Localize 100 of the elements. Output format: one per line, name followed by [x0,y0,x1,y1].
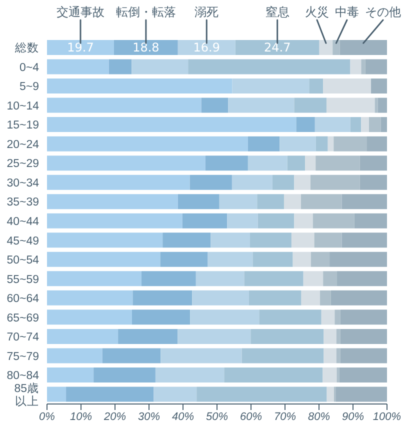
bar [47,232,163,248]
bar [47,78,232,94]
bar [350,117,362,132]
bar [182,213,228,228]
bar [319,40,333,55]
bar [301,290,320,306]
bar [309,78,324,94]
bar [259,310,322,325]
bar [336,348,340,364]
bar [337,271,387,286]
y-tick-label: 30~34 [6,177,40,190]
bar [284,194,301,210]
y-tick-label: 55~59 [6,274,39,286]
x-tick-label: 0% [39,410,56,423]
bar [94,367,156,382]
bar [178,328,251,344]
bar [250,328,324,344]
bar [380,117,387,132]
bar [250,232,292,248]
data-label: 18.8 [132,40,160,54]
bar [47,40,114,55]
bar [242,348,324,364]
x-tick-label: 70% [274,410,296,423]
bar [47,271,142,286]
series-label: 交通事故 [56,5,104,19]
x-tick-label: 40% [172,410,194,423]
bar [291,232,314,248]
bar [192,290,249,306]
bar [235,40,320,55]
bar [294,98,326,113]
bar [132,310,190,325]
bar [47,174,190,190]
bar [47,348,102,364]
bar [232,174,272,190]
bar [118,328,178,344]
y-tick-label: 20~24 [6,138,40,151]
bar [47,310,132,325]
y-tick-label: 70~74 [6,332,40,344]
bar [224,367,323,382]
x-tick-label: 90% [342,410,364,423]
bar [342,232,387,248]
bar [324,348,336,364]
y-tick-label: 80~84 [6,370,40,382]
bar [336,367,340,382]
bar [368,117,381,132]
bar [201,98,228,113]
bar [360,174,387,190]
bar [196,271,244,286]
y-tick-label: 35~39 [6,196,39,209]
y-tick-label: 45~49 [6,235,39,248]
bar [324,328,336,344]
bar [272,174,294,190]
bar [252,252,293,267]
bar [321,310,335,325]
y-tick-label: 5~9 [19,81,39,94]
bar [257,194,284,210]
bar [323,271,338,286]
bar [219,194,258,210]
bar [305,156,316,171]
bar [160,252,208,267]
bar [132,290,192,306]
y-tick-label: 10~14 [6,100,40,112]
bar [47,59,109,74]
bar [142,271,196,286]
bar [361,59,366,74]
bar [155,367,224,382]
bar [330,252,387,267]
y-tick-label: 50~54 [6,254,40,267]
bar [322,367,337,382]
bar [366,136,387,152]
x-tick-label: 100% [372,410,402,423]
bar [340,40,387,55]
bar [47,328,118,344]
bar [316,156,360,171]
bar [326,98,375,113]
bar [300,194,342,210]
bar [248,156,288,171]
y-tick-label: 65~69 [6,312,39,324]
bar [310,174,360,190]
bar [323,78,372,94]
bar [340,348,387,364]
bar [47,213,182,228]
y-tick-label: 40~44 [6,216,40,228]
bar [47,290,133,306]
bar [47,156,206,171]
data-label: 16.9 [193,40,220,54]
series-label: 火災 [305,5,329,19]
bar [248,290,302,306]
bar [336,328,340,344]
bar [248,136,280,152]
bar [314,232,342,248]
bar [190,310,260,325]
bar [47,117,296,132]
bar [287,156,306,171]
bar [66,386,154,402]
bar [47,136,248,152]
bar [162,232,211,248]
bar [371,78,387,94]
bar [339,367,387,382]
bar [47,386,66,402]
